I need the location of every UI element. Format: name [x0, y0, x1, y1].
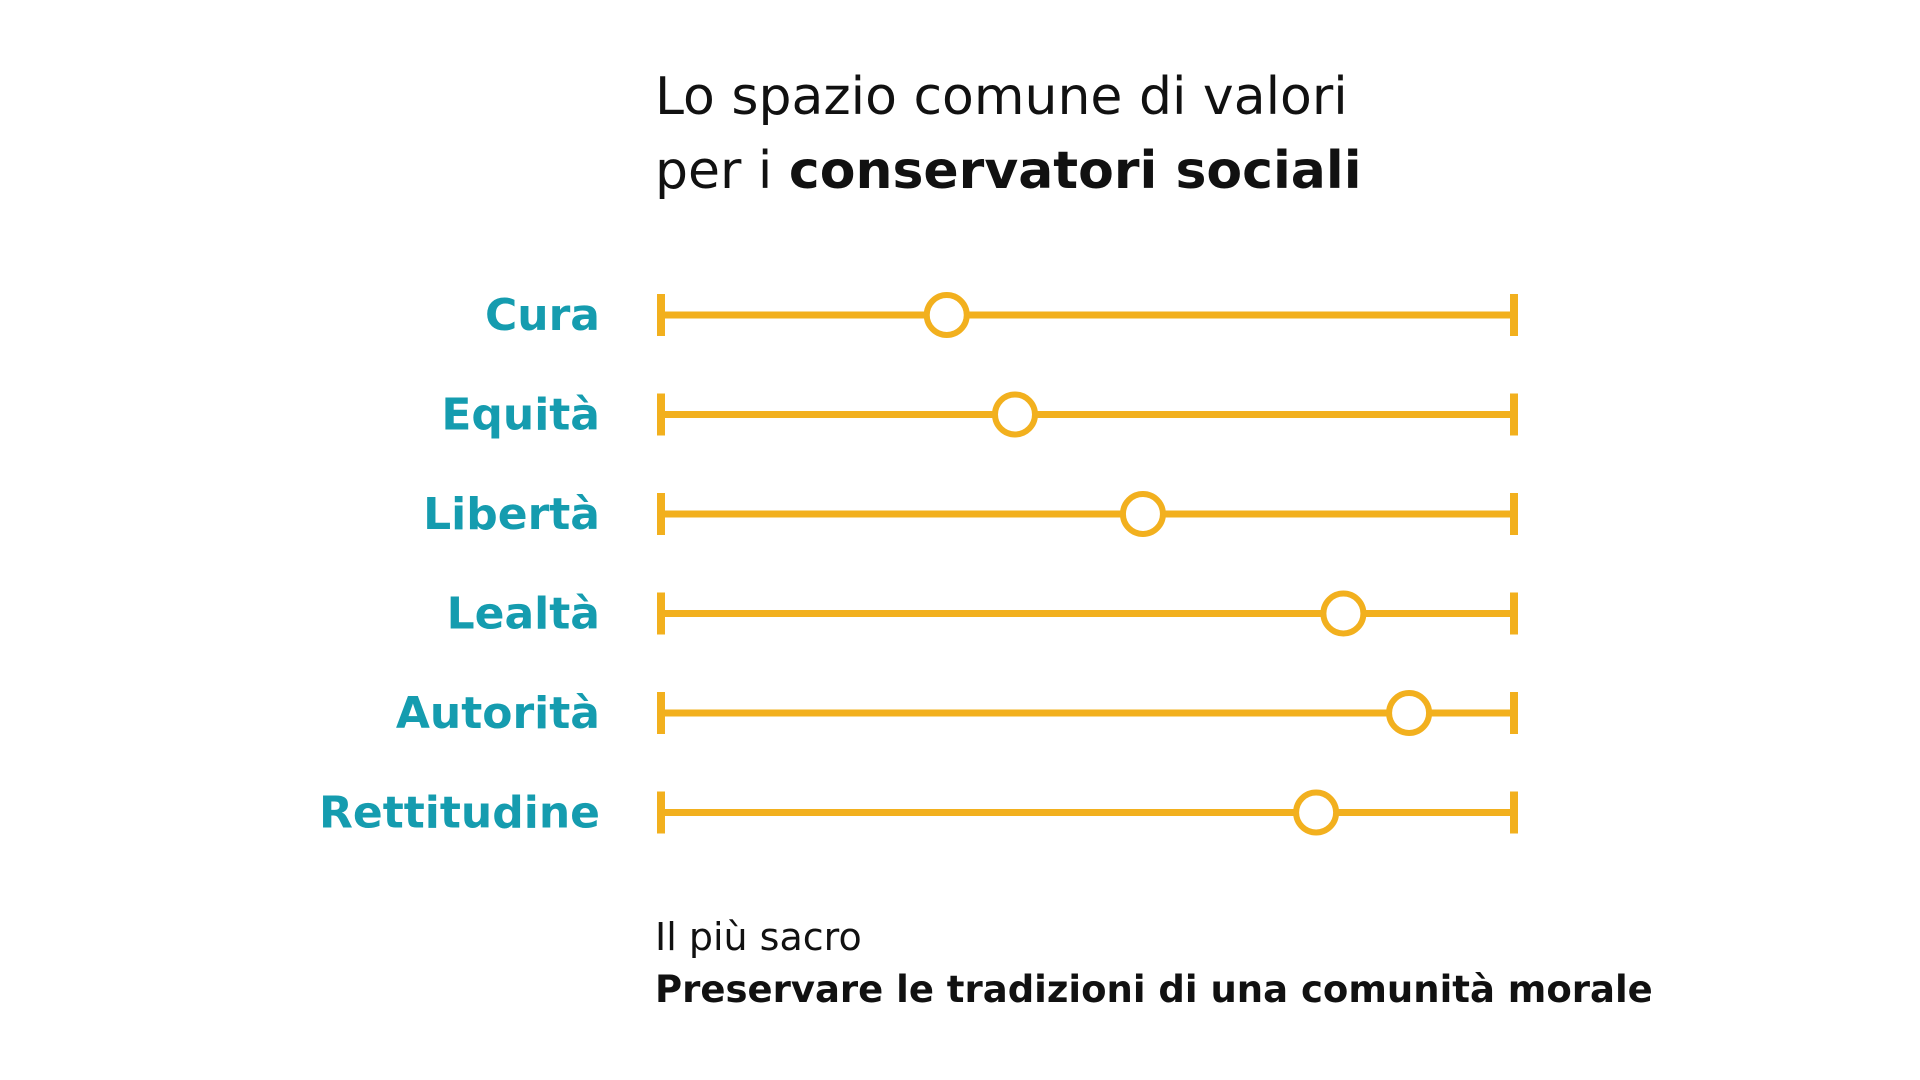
chart-title: Lo spazio comune di valori per i conserv… — [655, 60, 1362, 208]
row-1-marker — [923, 292, 970, 338]
row-3-marker — [1119, 491, 1166, 537]
row-2-marker — [991, 391, 1038, 438]
footer-line-2: Preservare le tradizioni di una comunità… — [655, 968, 1653, 1011]
category-label: Lealtà — [447, 589, 600, 640]
title-line-2-bold: conservatori sociali — [788, 141, 1362, 201]
chart-footer: Il più sacro Preservare le tradizioni di… — [655, 912, 1653, 1018]
category-label: Cura — [485, 290, 600, 341]
row-5-marker — [1386, 690, 1433, 736]
row-4-marker — [1320, 590, 1367, 637]
category-label: Libertà — [423, 489, 600, 540]
title-line-2-prefix: per i — [655, 141, 789, 201]
title-line-1: Lo spazio comune di valori — [655, 67, 1348, 127]
footer-line-1: Il più sacro — [655, 915, 862, 959]
row-6-marker — [1293, 789, 1340, 836]
category-label: Autorità — [396, 688, 600, 739]
category-label: Equità — [441, 390, 600, 441]
category-label: Rettitudine — [319, 788, 600, 839]
